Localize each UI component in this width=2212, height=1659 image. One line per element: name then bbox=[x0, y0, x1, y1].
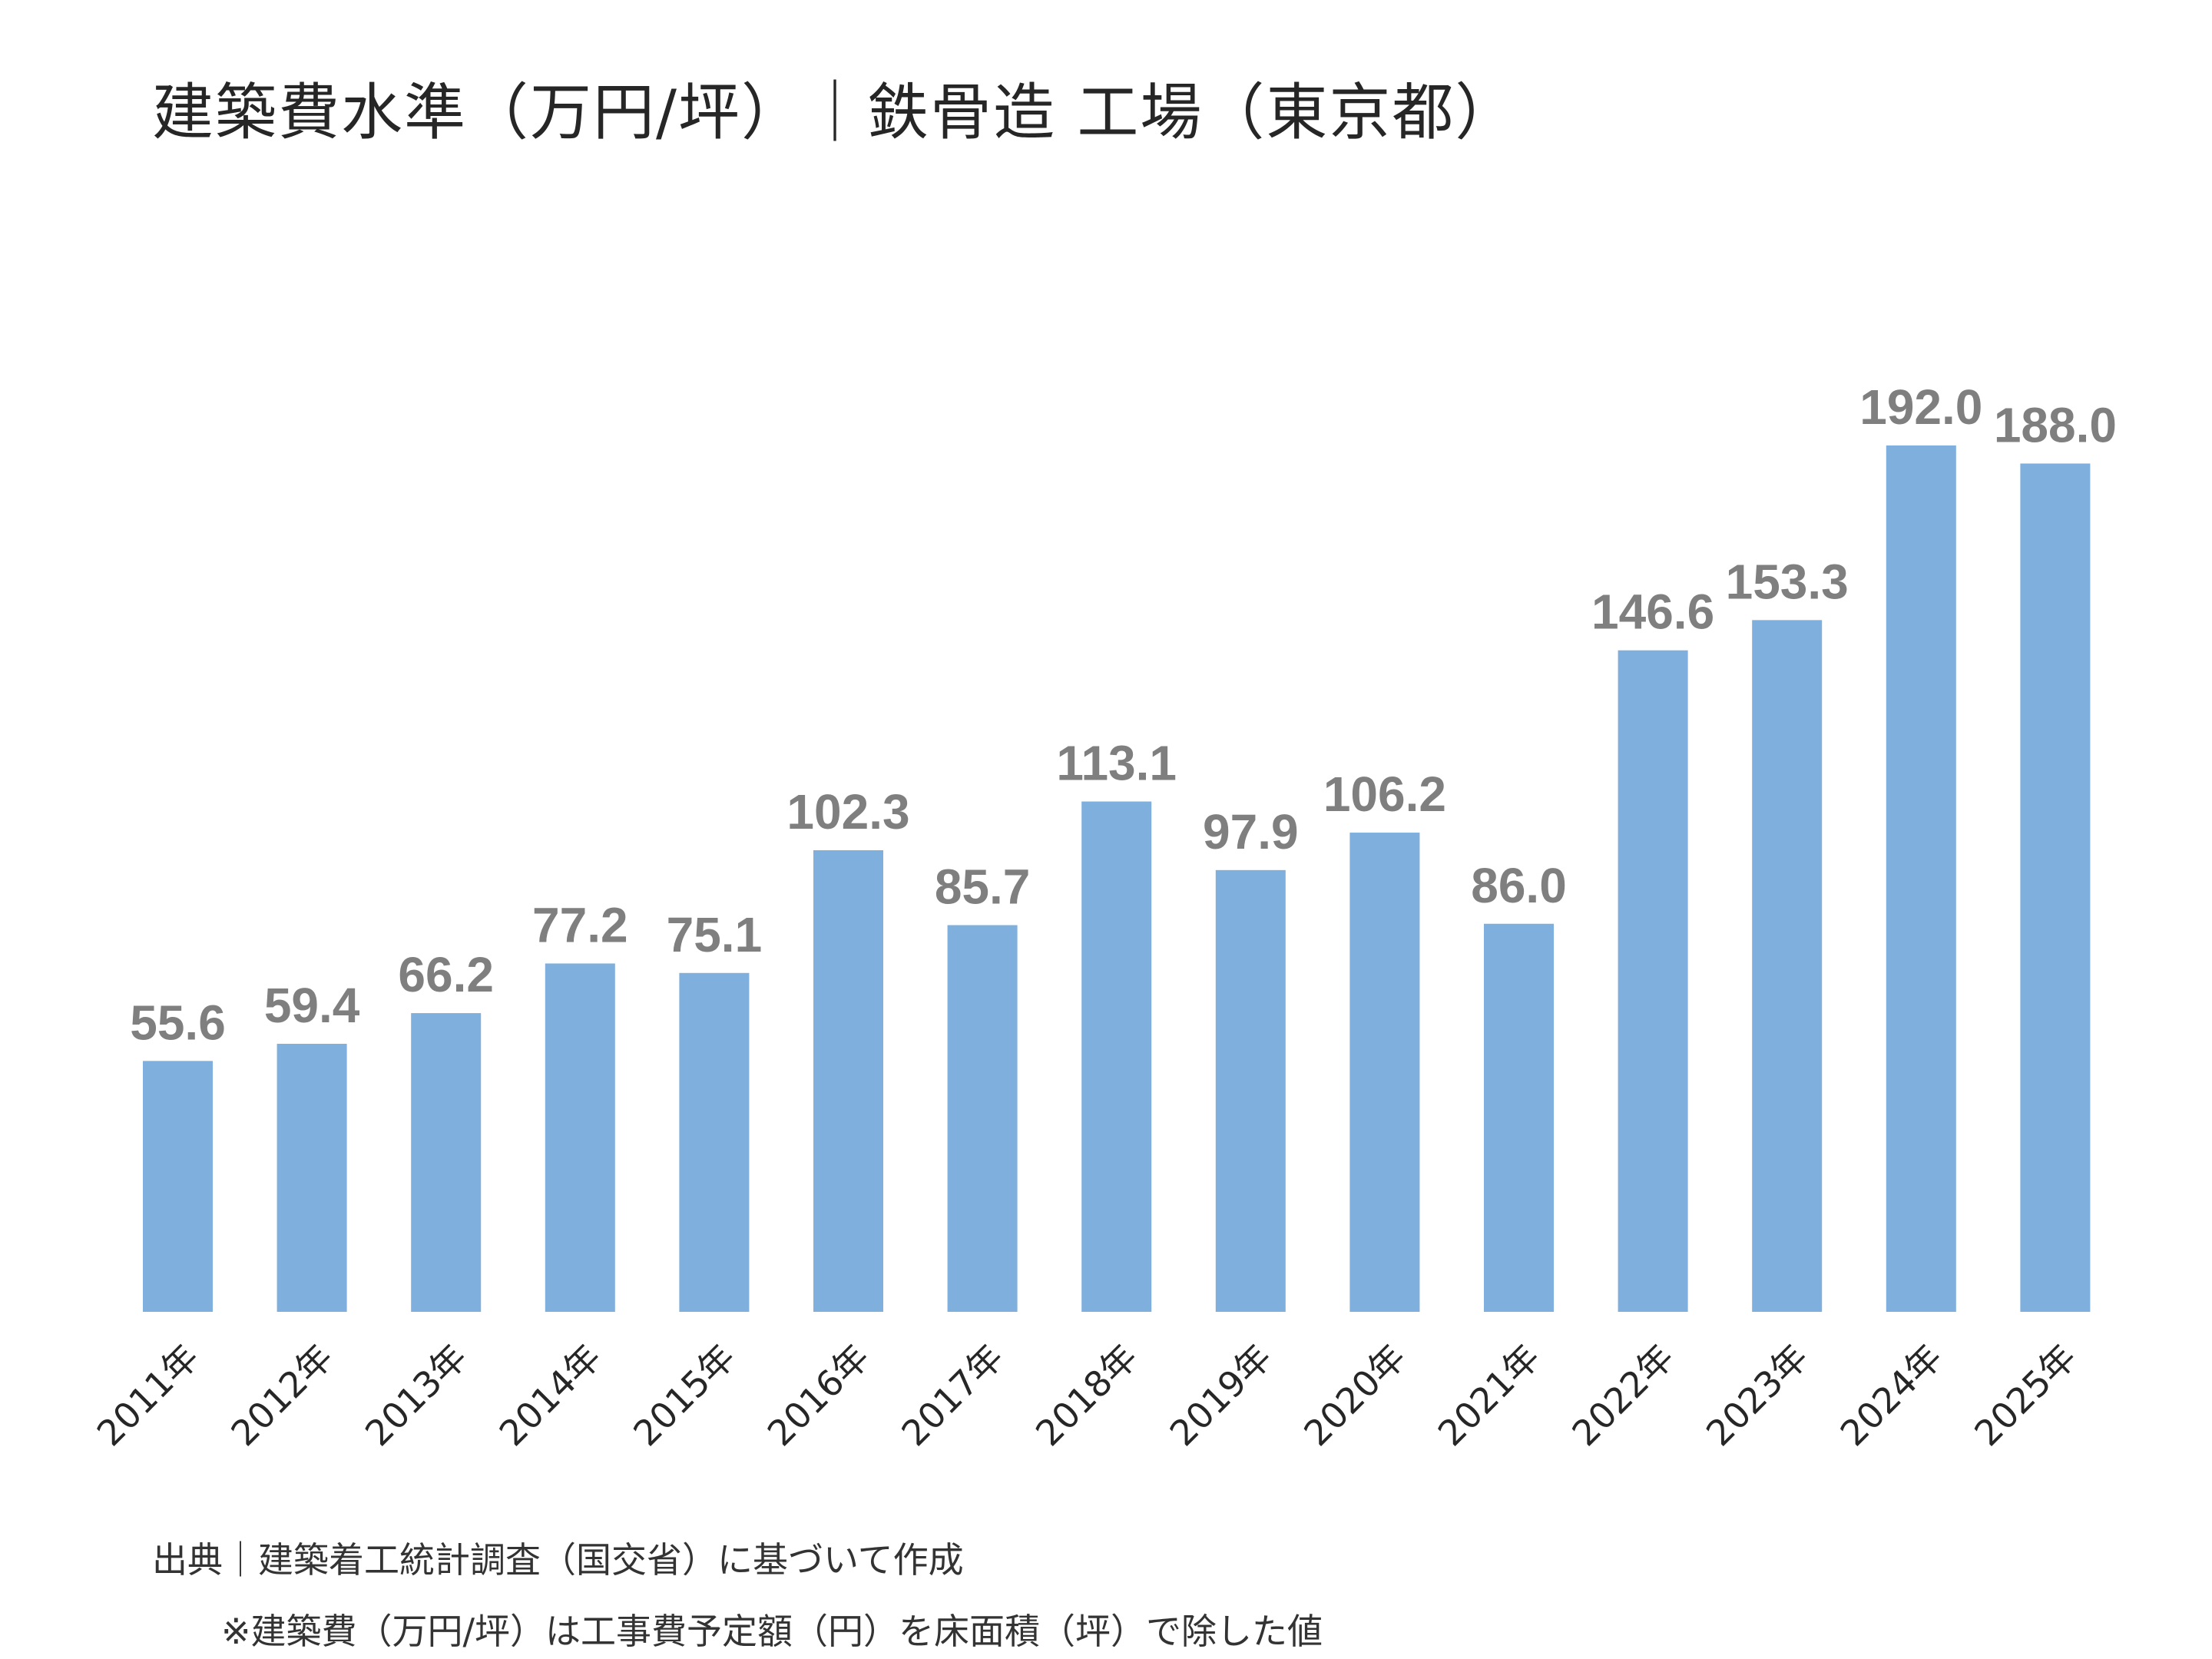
bar-2019年 bbox=[1215, 869, 1286, 1312]
bar-2023年 bbox=[1752, 620, 1823, 1312]
x-tick-label: 2019年 bbox=[1162, 1336, 1280, 1454]
x-tick-label: 2022年 bbox=[1564, 1336, 1681, 1454]
data-label: 113.1 bbox=[1056, 736, 1177, 791]
x-tick-label: 2017年 bbox=[893, 1336, 1011, 1454]
data-label: 192.0 bbox=[1859, 379, 1982, 435]
x-tick-label: 2020年 bbox=[1296, 1336, 1413, 1454]
bar-2018年 bbox=[1081, 801, 1152, 1312]
x-tick-label: 2012年 bbox=[223, 1336, 340, 1454]
bar-2024年 bbox=[1886, 445, 1956, 1312]
bar-2014年 bbox=[545, 963, 615, 1312]
x-tick-label: 2018年 bbox=[1028, 1336, 1145, 1454]
data-label: 77.2 bbox=[532, 897, 628, 952]
bar-2013年 bbox=[411, 1013, 482, 1312]
data-label: 97.9 bbox=[1203, 804, 1299, 859]
bar-2016年 bbox=[813, 849, 883, 1312]
x-tick-label: 2016年 bbox=[760, 1336, 877, 1454]
data-label: 75.1 bbox=[667, 907, 763, 962]
chart-title: 建築費水準（万円/坪）｜鉄骨造 工場（東京都） bbox=[152, 77, 1518, 148]
x-tick-label: 2011年 bbox=[89, 1336, 207, 1454]
data-label: 86.0 bbox=[1471, 858, 1567, 913]
data-label: 85.7 bbox=[935, 859, 1031, 915]
x-tick-label: 2014年 bbox=[492, 1336, 609, 1454]
data-label: 146.6 bbox=[1591, 584, 1714, 640]
data-label: 55.6 bbox=[130, 995, 226, 1050]
data-label: 153.3 bbox=[1726, 554, 1849, 609]
x-tick-label: 2021年 bbox=[1430, 1336, 1548, 1454]
data-label: 188.0 bbox=[1994, 398, 2117, 453]
x-tick-label: 2015年 bbox=[625, 1336, 743, 1454]
data-label: 66.2 bbox=[398, 947, 494, 1002]
source-note: 出典｜建築着工統計調査（国交省）に基づいて作成 bbox=[152, 1539, 964, 1581]
bar-2021年 bbox=[1484, 923, 1554, 1312]
data-label: 59.4 bbox=[264, 978, 360, 1033]
bar-2012年 bbox=[276, 1044, 347, 1312]
bar-2011年 bbox=[143, 1061, 213, 1312]
data-label: 106.2 bbox=[1323, 767, 1446, 822]
x-tick-label: 2024年 bbox=[1833, 1336, 1950, 1454]
bar-2022年 bbox=[1618, 650, 1688, 1312]
x-tick-label: 2023年 bbox=[1698, 1336, 1816, 1454]
bar-2015年 bbox=[679, 972, 750, 1312]
bar-2017年 bbox=[947, 925, 1018, 1312]
x-tick-label: 2025年 bbox=[1966, 1336, 2084, 1454]
definition-note: ※建築費（万円/坪）は工事費予定額（円）を床面積（坪）で除した値 bbox=[221, 1611, 1323, 1652]
data-label: 102.3 bbox=[786, 784, 909, 839]
bar-2025年 bbox=[2020, 463, 2091, 1312]
bar-2020年 bbox=[1349, 833, 1420, 1312]
x-tick-label: 2013年 bbox=[357, 1336, 475, 1454]
